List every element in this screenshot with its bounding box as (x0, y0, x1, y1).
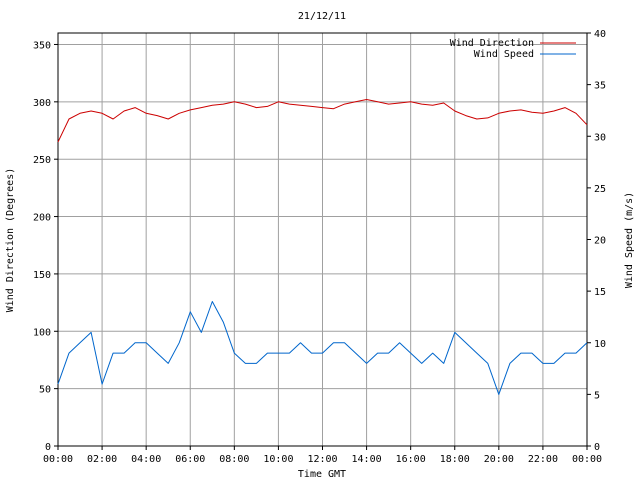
x-tick-label: 00:00 (43, 454, 73, 465)
right-tick-label: 15 (594, 287, 606, 298)
right-tick-label: 10 (594, 339, 606, 350)
chart-title: 21/12/11 (298, 11, 346, 22)
legend-label-wind-speed: Wind Speed (474, 49, 534, 60)
left-tick-label: 200 (33, 213, 51, 224)
series-layer (57, 99, 588, 395)
x-tick-label: 18:00 (440, 454, 470, 465)
series-line-wind-direction (57, 99, 588, 143)
series-line-wind-speed (57, 301, 588, 395)
grid (58, 33, 587, 446)
right-tick-label: 25 (594, 184, 606, 195)
right-tick-label: 35 (594, 81, 606, 92)
x-tick-label: 10:00 (263, 454, 293, 465)
x-tick-label: 06:00 (175, 454, 205, 465)
left-tick-label: 150 (33, 270, 51, 281)
left-tick-label: 350 (33, 40, 51, 51)
tick-labels: 00:00 02:00 04:00 06:00 08:00 10:00 12:00 14:00… (33, 29, 606, 465)
x-tick-label: 16:00 (396, 454, 426, 465)
x-tick-label: 04:00 (131, 454, 161, 465)
right-axis-label: Wind Speed (m/s) (624, 192, 635, 288)
x-axis-label: Time GMT (298, 469, 346, 480)
x-tick-label: 08:00 (219, 454, 249, 465)
right-tick-label: 5 (594, 390, 600, 401)
right-tick-label: 40 (594, 29, 606, 40)
right-tick-label: 0 (594, 442, 600, 453)
left-tick-label: 100 (33, 327, 51, 338)
x-tick-label: 00:00 (572, 454, 602, 465)
x-tick-label: 14:00 (352, 454, 382, 465)
x-tick-label: 02:00 (87, 454, 117, 465)
right-tick-label: 30 (594, 132, 606, 143)
left-tick-label: 300 (33, 98, 51, 109)
x-tick-label: 12:00 (307, 454, 337, 465)
legend: Wind Direction Wind Speed (450, 38, 576, 60)
left-tick-label: 250 (33, 155, 51, 166)
right-tick-label: 20 (594, 236, 606, 247)
x-tick-label: 22:00 (528, 454, 558, 465)
left-axis-label: Wind Direction (Degrees) (5, 168, 16, 313)
legend-label-wind-direction: Wind Direction (450, 38, 534, 49)
x-tick-label: 20:00 (484, 454, 514, 465)
left-tick-label: 0 (45, 442, 51, 453)
left-tick-label: 50 (39, 385, 51, 396)
